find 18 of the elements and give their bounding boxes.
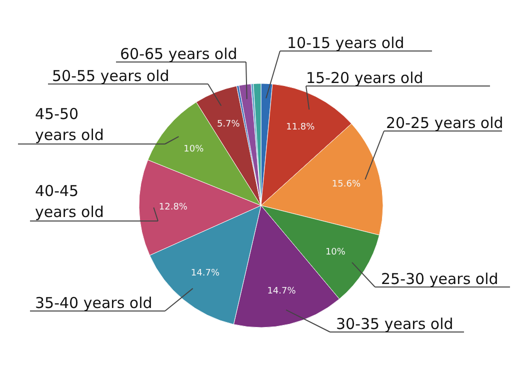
slice-label: 25-30 years old: [381, 270, 498, 288]
slice-label: 30-35 years old: [336, 315, 454, 333]
data-label: 14.7%: [190, 268, 220, 279]
data-label: 15.6%: [332, 180, 361, 190]
slice-label: 15-20 years old: [306, 69, 424, 87]
data-label: 5.7%: [216, 119, 240, 130]
data-label: 10%: [325, 247, 346, 258]
data-label: 14.7%: [267, 286, 296, 296]
slice-label: 35-40 years old: [35, 294, 152, 312]
slice-label: 40-45 years old: [35, 182, 104, 221]
slice-label: 50-55 years old: [52, 67, 170, 85]
slice-label: 10-15 years old: [287, 34, 404, 52]
data-label: 10%: [184, 144, 204, 154]
data-label: 11.8%: [286, 122, 316, 132]
slice-label: 60-65 years old: [120, 45, 238, 63]
slice-label: 20-25 years old: [386, 114, 504, 132]
slice-label: 45-50 years old: [35, 105, 104, 144]
data-label: 12.8%: [158, 202, 188, 212]
